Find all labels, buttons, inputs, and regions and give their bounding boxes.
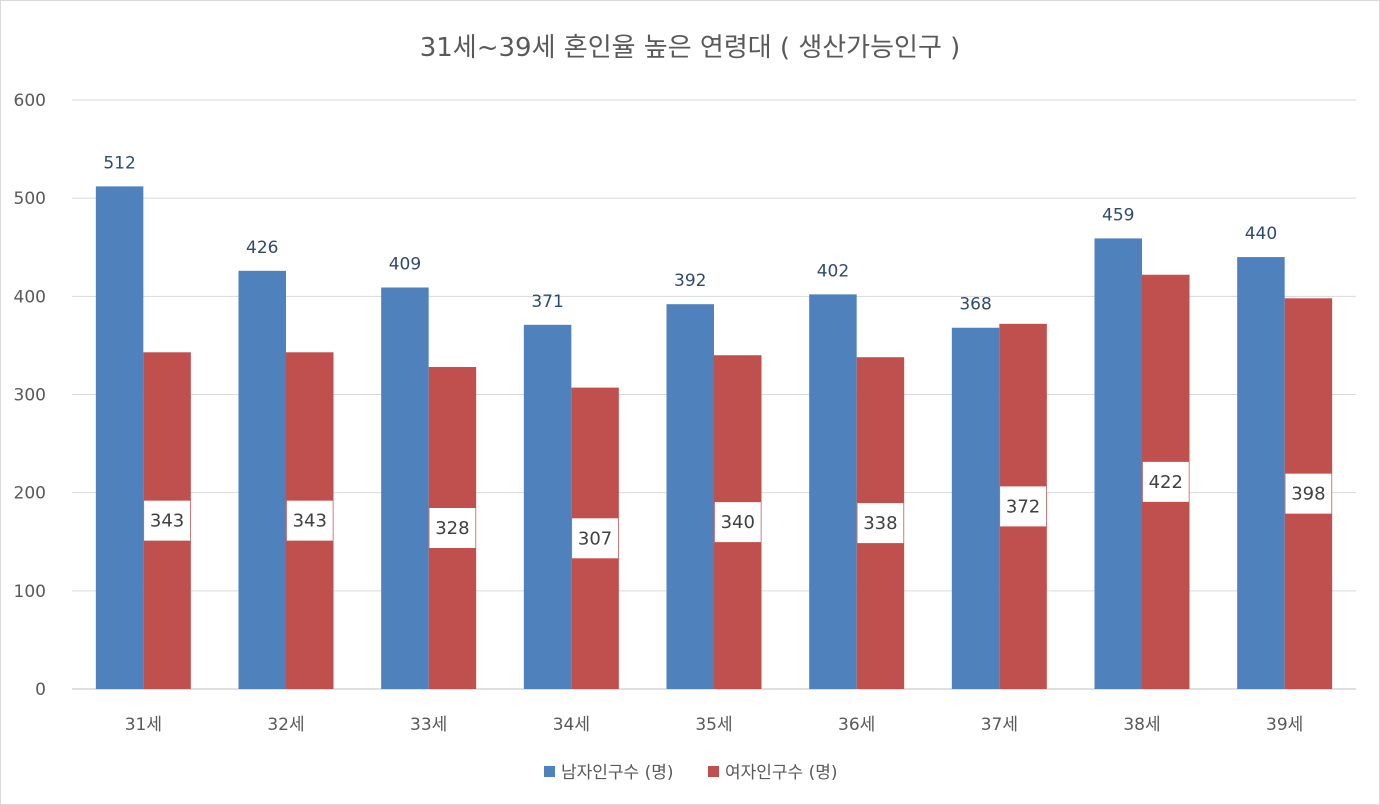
- x-tick-label: 32세: [267, 715, 304, 735]
- data-label-box: [1142, 461, 1189, 502]
- y-tick-label: 600: [14, 91, 46, 111]
- x-tick-label: 39세: [1266, 715, 1303, 735]
- bar-male: [1237, 257, 1285, 689]
- data-label-box: [429, 508, 476, 549]
- data-label-male: 459: [1102, 205, 1134, 225]
- legend: 남자인구수 (명) 여자인구수 (명): [544, 763, 838, 783]
- data-label-female: 340: [721, 512, 755, 533]
- legend-swatch: [544, 766, 555, 777]
- bar-male: [1094, 238, 1142, 690]
- data-label-male: 371: [531, 292, 563, 312]
- data-label-female: 328: [435, 518, 469, 539]
- x-tick-label: 38세: [1123, 715, 1160, 735]
- y-tick-label: 0: [35, 680, 46, 700]
- x-tick-label: 36세: [838, 715, 875, 735]
- data-label-female: 422: [1149, 472, 1183, 493]
- x-tick-label: 35세: [695, 715, 732, 735]
- x-tick-label: 37세: [981, 715, 1018, 735]
- x-tick-label: 31세: [125, 715, 162, 735]
- data-label-box: [1000, 486, 1047, 527]
- data-label-female: 372: [1006, 496, 1040, 517]
- data-label-female: 398: [1291, 484, 1325, 505]
- data-label-male: 409: [389, 254, 421, 274]
- bar-male: [238, 270, 286, 689]
- data-label-box: [857, 503, 904, 544]
- data-label-male: 392: [674, 271, 706, 291]
- data-label-box: [144, 500, 191, 541]
- data-label-box: [572, 518, 619, 559]
- data-label-female: 343: [150, 511, 184, 532]
- data-label-male: 440: [1245, 224, 1277, 244]
- data-label-female: 343: [293, 511, 327, 532]
- data-label-male: 426: [246, 238, 278, 258]
- data-label-male: 512: [103, 153, 135, 173]
- x-axis-ticks: 31세 32세 33세 34세 35세 36세 37세 38세 39세: [125, 715, 1304, 735]
- bar-male: [666, 304, 714, 689]
- legend-swatch: [708, 766, 719, 777]
- bar-male: [523, 324, 572, 689]
- data-label-female: 307: [578, 528, 612, 549]
- chart-title: 31세~39세 혼인율 높은 연령대 ( 생산가능인구 ): [420, 33, 961, 63]
- bar-male: [95, 186, 144, 690]
- legend-label: 남자인구수 (명): [561, 763, 674, 783]
- data-label-male: 368: [959, 295, 991, 315]
- bars: [95, 186, 1333, 690]
- y-tick-label: 400: [14, 287, 46, 307]
- x-tick-label: 34세: [553, 715, 590, 735]
- y-tick-label: 200: [14, 484, 46, 504]
- data-label-box: [1285, 473, 1332, 514]
- data-label-male: 402: [817, 261, 849, 281]
- x-tick-label: 33세: [410, 715, 447, 735]
- bar-male: [381, 287, 429, 689]
- data-label-box: [714, 502, 761, 543]
- y-tick-label: 500: [14, 189, 46, 209]
- bar-male: [809, 294, 857, 689]
- y-axis-ticks: 0 100 200 300 400 500 600: [14, 91, 46, 700]
- data-labels: 512 343 426 343 409 328 371 307 392 340 402 338 368 3…: [103, 153, 1332, 559]
- bar-male: [951, 327, 1000, 689]
- y-tick-label: 100: [14, 582, 46, 602]
- data-label-box: [286, 500, 333, 541]
- y-tick-label: 300: [14, 386, 46, 406]
- legend-label: 여자인구수 (명): [725, 763, 838, 783]
- data-label-female: 338: [863, 513, 897, 534]
